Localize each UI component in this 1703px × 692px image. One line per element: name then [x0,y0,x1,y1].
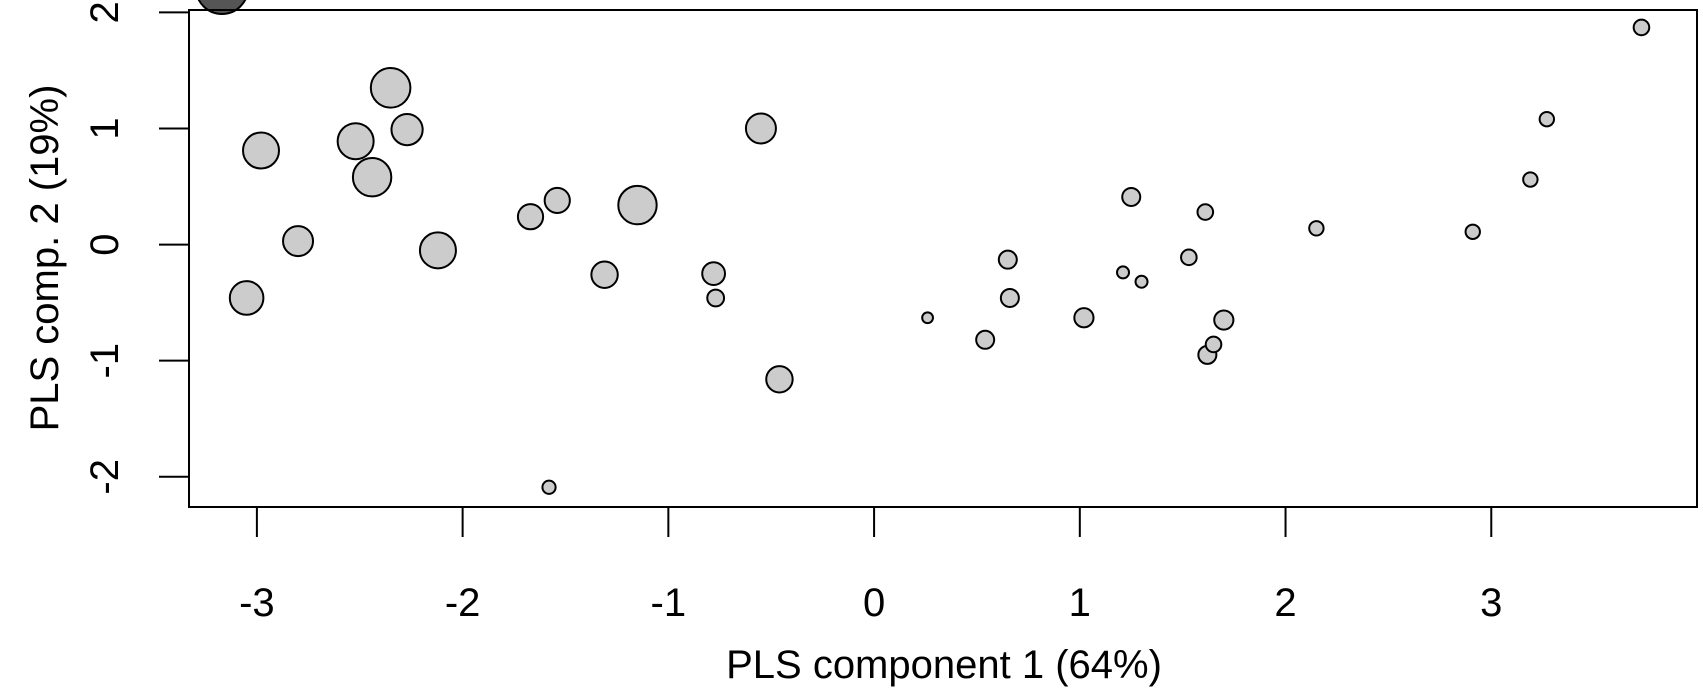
y-tick-label: 1 [83,117,127,139]
data-point [541,479,557,495]
data-point [1116,265,1131,280]
data-points [228,18,1651,495]
data-point [1180,248,1198,267]
data-point [921,311,934,325]
y-axis: -2 -1 0 1 2 [83,1,190,495]
data-point [765,365,794,394]
data-point [617,184,658,226]
data-point [1464,223,1481,240]
x-tick-label: -3 [239,581,275,625]
x-tick-label: 3 [1480,581,1502,625]
data-point [369,67,412,109]
data-point [706,288,726,308]
data-point [1308,220,1325,237]
x-tick-label: 0 [863,581,885,625]
x-axis-title: PLS component 1 (64%) [726,643,1162,687]
data-point [390,113,424,147]
x-tick-label: 1 [1069,581,1091,625]
data-point [1213,309,1235,331]
data-point [543,186,571,215]
data-point [228,280,265,316]
data-point [1204,335,1223,354]
x-tick-label: -2 [445,581,481,625]
data-point [701,261,727,286]
data-point [336,122,375,161]
x-tick-label: 2 [1274,581,1296,625]
data-point [1121,186,1142,207]
data-point [590,260,619,289]
data-point [351,157,393,198]
cropped-marker [197,0,247,15]
y-tick-label: 2 [83,1,127,23]
plot-frame [188,9,1698,508]
data-point [1522,171,1539,188]
y-axis-title: PLS comp. 2 (19%) [23,85,67,432]
data-point [1196,203,1215,221]
data-point [999,287,1020,308]
data-point [242,131,281,170]
data-point [744,112,777,145]
data-point [516,203,545,231]
y-tick-label: -1 [83,343,127,379]
data-point [418,231,457,270]
data-point [1134,274,1149,289]
data-point [1073,307,1095,329]
y-tick-label: 0 [83,233,127,255]
x-tick-label: -1 [651,581,687,625]
data-point [1632,18,1651,37]
data-point [282,225,315,258]
data-point [997,249,1018,270]
data-point [975,329,996,350]
x-axis: -3 -2 -1 0 1 2 3 [239,506,1502,625]
y-tick-label: -2 [83,459,127,495]
data-point [1538,110,1556,128]
